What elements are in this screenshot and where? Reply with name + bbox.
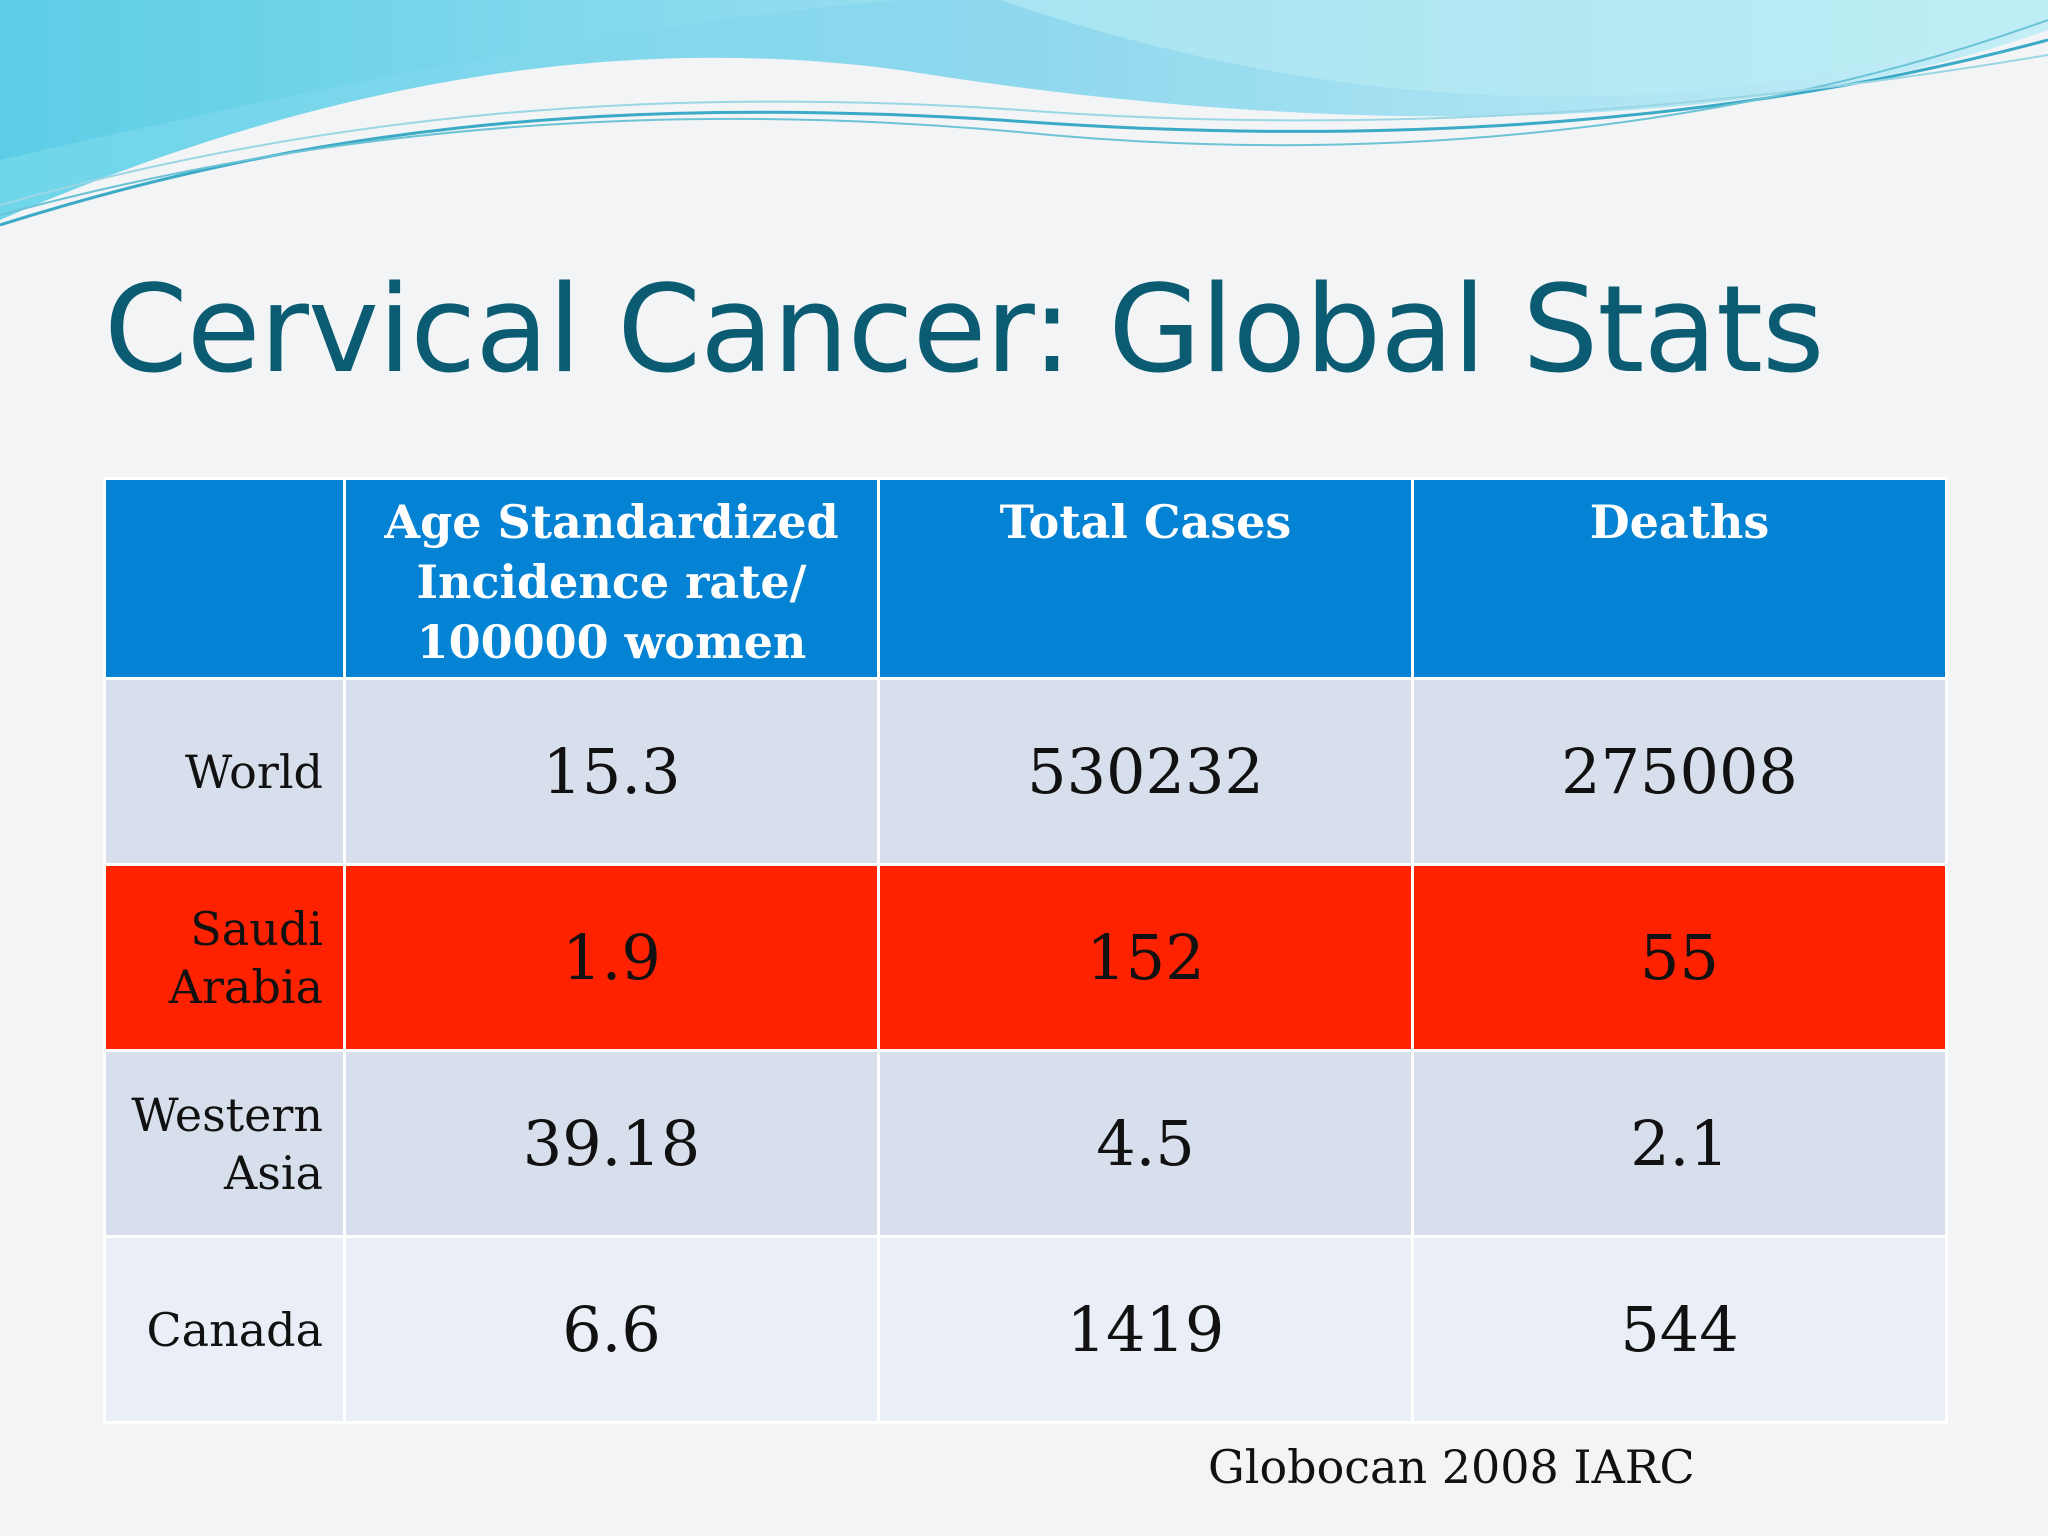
total-cases-cell: 1419 — [877, 1235, 1414, 1424]
deaths-cell: 275008 — [1411, 677, 1948, 866]
region-cell: World — [103, 677, 346, 866]
header-incidence-rate: Age Standardized Incidence rate/ 100000 … — [343, 477, 880, 680]
table-row-saudi-arabia: Saudi Arabia 1.9 152 55 — [103, 863, 1948, 1052]
header-incidence-rate-line: 100000 women — [416, 615, 807, 669]
region-label: Western — [131, 1087, 323, 1142]
region-label: World — [185, 744, 323, 799]
header-incidence-rate-line: Age Standardized — [384, 495, 839, 549]
incidence-rate-cell: 39.18 — [343, 1049, 880, 1238]
table-row-world: World 15.3 530232 275008 — [103, 677, 1948, 866]
region-cell: Saudi Arabia — [103, 863, 346, 1052]
region-cell: Canada — [103, 1235, 346, 1424]
deaths-cell: 544 — [1411, 1235, 1948, 1424]
header-deaths: Deaths — [1411, 477, 1948, 680]
slide-title: Cervical Cancer: Global Stats — [104, 261, 1825, 400]
incidence-rate-cell: 6.6 — [343, 1235, 880, 1424]
region-cell: Western Asia — [103, 1049, 346, 1238]
table-row-western-asia: Western Asia 39.18 4.5 2.1 — [103, 1049, 1948, 1238]
total-cases-cell: 530232 — [877, 677, 1414, 866]
table-header-row: Age Standardized Incidence rate/ 100000 … — [103, 477, 1948, 680]
header-total-cases: Total Cases — [877, 477, 1414, 680]
deaths-cell: 2.1 — [1411, 1049, 1948, 1238]
deaths-cell: 55 — [1411, 863, 1948, 1052]
total-cases-cell: 4.5 — [877, 1049, 1414, 1238]
incidence-rate-cell: 15.3 — [343, 677, 880, 866]
global-stats-table: Age Standardized Incidence rate/ 100000 … — [103, 477, 1948, 1424]
region-label: Arabia — [168, 959, 323, 1014]
header-incidence-rate-line: Incidence rate/ — [416, 555, 807, 609]
region-label: Saudi — [190, 901, 323, 956]
header-corner-cell — [103, 477, 346, 680]
region-label: Asia — [224, 1145, 323, 1200]
incidence-rate-cell: 1.9 — [343, 863, 880, 1052]
region-label: Canada — [146, 1302, 323, 1357]
decorative-wave-banner — [0, 0, 2048, 227]
source-citation: Globocan 2008 IARC — [1208, 1440, 1695, 1494]
table-row-canada: Canada 6.6 1419 544 — [103, 1235, 1948, 1424]
total-cases-cell: 152 — [877, 863, 1414, 1052]
